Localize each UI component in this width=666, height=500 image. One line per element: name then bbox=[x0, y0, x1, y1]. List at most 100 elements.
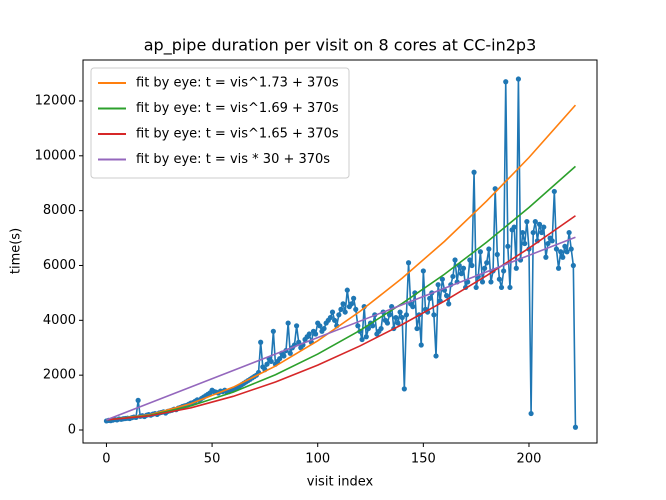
data-point bbox=[342, 309, 348, 315]
data-point bbox=[420, 268, 426, 274]
data-point bbox=[460, 265, 467, 271]
data-point bbox=[401, 386, 407, 392]
data-point bbox=[338, 306, 344, 312]
y-tick-label: 6000 bbox=[43, 258, 76, 273]
data-point bbox=[539, 229, 545, 236]
data-point bbox=[403, 312, 410, 318]
data-point bbox=[359, 336, 365, 343]
data-point bbox=[477, 249, 483, 255]
data-point bbox=[353, 306, 359, 312]
data-point bbox=[386, 312, 393, 318]
data-point bbox=[558, 249, 564, 255]
data-point bbox=[522, 240, 528, 247]
data-point bbox=[505, 243, 511, 249]
data-point bbox=[405, 260, 412, 266]
legend-label: fit by eye: t = vis^1.69 + 370s bbox=[136, 101, 339, 116]
series-line bbox=[106, 215, 576, 421]
data-point bbox=[496, 276, 502, 282]
data-point bbox=[431, 312, 437, 318]
data-point bbox=[414, 325, 420, 332]
data-point bbox=[543, 254, 549, 260]
data-point bbox=[564, 249, 570, 255]
x-tick-label: 50 bbox=[204, 452, 221, 467]
data-point bbox=[532, 219, 538, 225]
data-point bbox=[427, 295, 433, 301]
data-point bbox=[524, 219, 530, 225]
data-point bbox=[484, 260, 490, 266]
data-point bbox=[296, 339, 302, 345]
x-tick-label: 0 bbox=[102, 452, 110, 467]
data-point bbox=[433, 353, 439, 359]
data-point bbox=[370, 323, 376, 329]
data-point bbox=[515, 76, 522, 82]
data-point bbox=[467, 257, 473, 263]
data-point bbox=[555, 265, 562, 271]
data-point bbox=[566, 229, 572, 236]
data-point bbox=[321, 325, 327, 332]
y-tick-label: 12000 bbox=[35, 93, 76, 108]
data-point bbox=[348, 301, 355, 307]
data-point bbox=[355, 323, 361, 329]
data-point bbox=[443, 293, 450, 299]
data-point bbox=[482, 265, 488, 271]
data-point bbox=[281, 353, 287, 359]
data-point bbox=[549, 238, 555, 244]
data-point bbox=[395, 320, 401, 326]
data-point bbox=[560, 254, 566, 260]
data-point bbox=[306, 331, 312, 337]
series-line bbox=[106, 236, 576, 421]
data-point bbox=[378, 325, 384, 332]
data-point bbox=[399, 314, 405, 321]
data-point bbox=[530, 229, 536, 236]
data-point bbox=[450, 273, 456, 280]
data-point bbox=[452, 257, 458, 263]
y-tick-label: 2000 bbox=[43, 368, 76, 383]
data-point bbox=[471, 169, 477, 175]
data-point bbox=[410, 304, 416, 310]
data-point bbox=[465, 279, 471, 285]
data-point bbox=[446, 301, 452, 307]
legend-label: fit by eye: t = vis^1.73 + 370s bbox=[136, 76, 339, 91]
data-point bbox=[545, 240, 551, 247]
data-point bbox=[435, 282, 441, 288]
data-point bbox=[418, 342, 424, 348]
data-point bbox=[473, 284, 479, 291]
data-point bbox=[365, 325, 372, 332]
legend-box bbox=[90, 67, 350, 179]
data-point bbox=[258, 339, 264, 345]
legend-label: fit by eye: t = vis * 30 + 370s bbox=[136, 152, 330, 167]
data-point bbox=[498, 284, 505, 291]
data-point bbox=[268, 358, 274, 365]
data-point bbox=[536, 221, 543, 227]
y-tick-label: 10000 bbox=[35, 148, 76, 163]
data-point bbox=[287, 350, 293, 356]
data-point bbox=[511, 224, 517, 230]
y-axis-label: time(s) bbox=[9, 228, 24, 274]
data-point bbox=[317, 323, 323, 329]
data-point bbox=[507, 284, 513, 291]
data-point bbox=[528, 410, 534, 417]
data-point bbox=[135, 397, 141, 403]
x-tick-label: 200 bbox=[517, 452, 542, 467]
y-tick-label: 8000 bbox=[43, 203, 76, 218]
data-point bbox=[270, 328, 276, 334]
data-point bbox=[277, 356, 283, 362]
data-point bbox=[562, 243, 568, 249]
data-point bbox=[340, 301, 346, 307]
y-tick-label: 4000 bbox=[43, 313, 76, 328]
y-tick-label: 0 bbox=[68, 423, 76, 438]
series-line bbox=[106, 104, 577, 421]
data-point bbox=[479, 279, 486, 285]
data-point bbox=[494, 251, 500, 258]
data-point bbox=[285, 320, 291, 326]
data-point bbox=[293, 323, 300, 329]
data-point bbox=[469, 262, 475, 269]
data-point bbox=[327, 314, 333, 321]
data-point bbox=[336, 312, 342, 318]
chart-title: ap_pipe duration per visit on 8 cores at… bbox=[144, 36, 537, 56]
data-point bbox=[503, 79, 509, 85]
data-point bbox=[520, 229, 526, 236]
x-axis-label: visit index bbox=[307, 475, 374, 490]
data-point bbox=[384, 320, 391, 326]
